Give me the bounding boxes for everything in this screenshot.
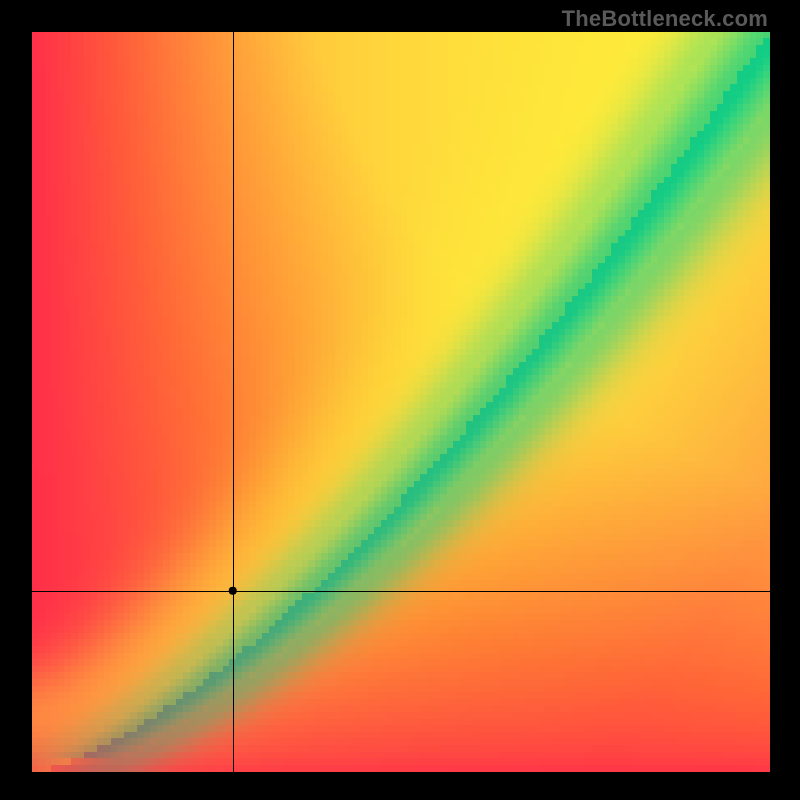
- crosshair-overlay: [32, 32, 770, 772]
- plot-area: [32, 32, 770, 772]
- watermark-text: TheBottleneck.com: [562, 6, 768, 32]
- chart-container: TheBottleneck.com: [0, 0, 800, 800]
